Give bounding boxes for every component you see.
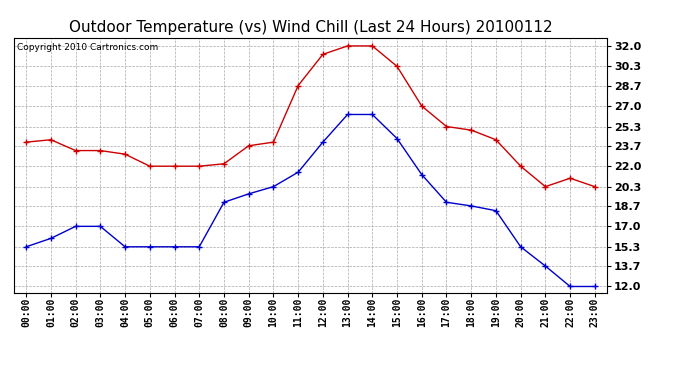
Title: Outdoor Temperature (vs) Wind Chill (Last 24 Hours) 20100112: Outdoor Temperature (vs) Wind Chill (Las… [69,20,552,35]
Text: Copyright 2010 Cartronics.com: Copyright 2010 Cartronics.com [17,43,158,52]
